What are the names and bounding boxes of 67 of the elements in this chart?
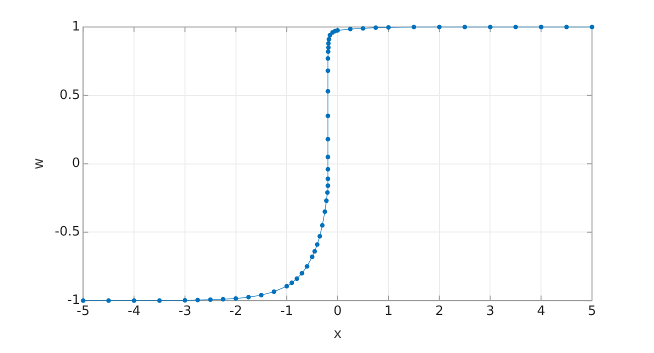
point	[462, 24, 468, 30]
x-tick-label: -4	[128, 304, 141, 319]
point	[326, 88, 330, 94]
point	[304, 264, 310, 269]
point	[488, 24, 493, 30]
x-tick-label: 4	[536, 304, 546, 319]
x-tick-label: 5	[588, 304, 596, 319]
point	[272, 289, 276, 294]
point	[106, 298, 111, 303]
point	[310, 254, 314, 260]
point	[208, 297, 213, 302]
point	[326, 56, 330, 61]
point	[284, 284, 289, 289]
x-tick-label: 2	[435, 304, 444, 319]
point	[325, 190, 330, 195]
point	[314, 242, 320, 247]
point	[326, 136, 330, 142]
point	[132, 298, 136, 303]
point	[234, 296, 238, 301]
y-tick-label: -0.5	[54, 224, 80, 240]
point	[312, 249, 317, 254]
x-tick-label: -3	[178, 304, 192, 319]
point	[412, 24, 416, 30]
point	[437, 24, 442, 30]
point	[538, 24, 544, 30]
point	[326, 176, 330, 182]
point	[317, 234, 322, 239]
point	[326, 41, 331, 46]
y-tick-label: 0	[72, 156, 80, 172]
point	[326, 166, 330, 172]
point	[326, 183, 330, 188]
point	[294, 276, 300, 282]
point	[80, 298, 86, 303]
point	[320, 223, 325, 228]
point	[326, 154, 330, 160]
point	[513, 24, 518, 30]
y-axis-title: w	[31, 158, 48, 170]
point	[157, 298, 162, 303]
point	[373, 25, 378, 30]
point	[360, 26, 366, 31]
point	[289, 280, 294, 286]
point	[324, 198, 329, 204]
point	[322, 209, 328, 214]
point	[326, 45, 331, 50]
x-tick-label: 1	[384, 304, 393, 319]
point	[590, 24, 594, 30]
x-tick-label: 3	[486, 304, 494, 319]
point	[326, 68, 330, 74]
x-axis-title: x	[333, 326, 342, 342]
point	[348, 26, 353, 32]
point	[335, 28, 340, 33]
point	[326, 114, 330, 118]
y-tick-label: 1	[72, 19, 80, 34]
point	[220, 296, 226, 302]
x-tick-label: 0	[333, 304, 342, 319]
point	[564, 24, 569, 30]
point	[182, 298, 188, 303]
x-tick-label: -2	[229, 304, 242, 319]
point	[386, 25, 391, 30]
x-tick-label: -1	[280, 304, 294, 319]
point	[326, 37, 332, 42]
point	[195, 298, 200, 302]
point	[246, 294, 251, 300]
point	[258, 292, 264, 298]
point	[300, 270, 304, 276]
point	[326, 49, 330, 54]
y-tick-label: 0.5	[59, 88, 80, 103]
